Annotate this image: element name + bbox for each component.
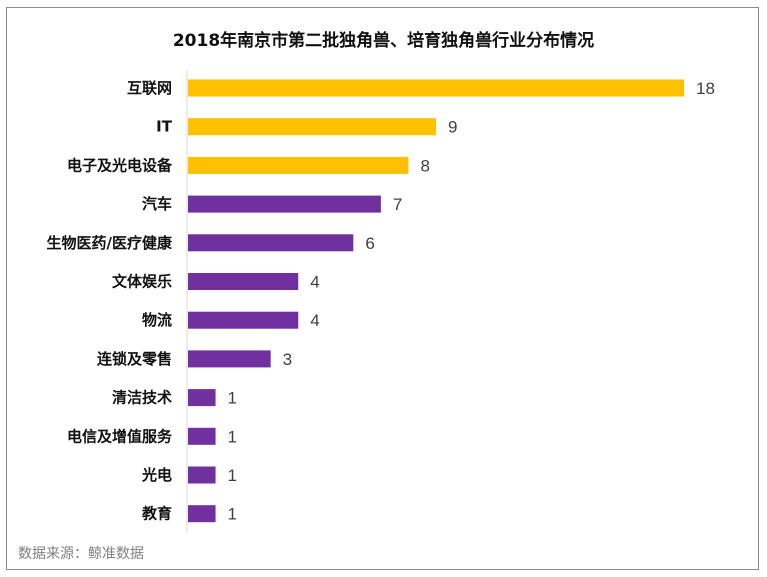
- chart-title: 2018年南京市第二批独角兽、培育独角兽行业分布情况: [172, 31, 595, 51]
- bar: [188, 118, 436, 136]
- bar: [188, 156, 409, 174]
- data-label: 8: [420, 156, 429, 175]
- data-label: 1: [228, 505, 237, 524]
- data-label: 7: [393, 195, 402, 214]
- data-label: 4: [310, 311, 319, 330]
- data-label: 1: [228, 389, 237, 408]
- bar: [188, 466, 216, 484]
- category-label: 物流: [142, 311, 172, 329]
- category-label: 文体娱乐: [112, 273, 172, 291]
- bar: [188, 350, 271, 368]
- data-label: 9: [448, 118, 457, 137]
- source-note: 数据来源：鲸准数据: [18, 546, 144, 562]
- bar: [188, 79, 684, 97]
- bar: [188, 427, 216, 445]
- bar: [188, 234, 354, 252]
- category-label: 连锁及零售: [97, 350, 172, 368]
- category-label: 汽车: [142, 195, 172, 213]
- data-label: 1: [228, 427, 237, 446]
- bar: [188, 389, 216, 407]
- bar: [188, 273, 299, 290]
- data-label: 6: [365, 234, 374, 253]
- data-label: 1: [228, 466, 237, 485]
- bar: [188, 195, 381, 213]
- bar: [188, 311, 299, 329]
- category-label: 电子及光电设备: [67, 156, 173, 174]
- chart-frame: [6, 7, 759, 570]
- category-label: 教育: [141, 505, 172, 523]
- category-label: 互联网: [127, 79, 172, 97]
- data-label: 4: [310, 273, 319, 292]
- category-label: 电信及增值服务: [67, 427, 173, 445]
- category-label: IT: [156, 118, 173, 136]
- category-label: 清洁技术: [112, 389, 172, 407]
- data-label: 3: [283, 350, 292, 369]
- bar: [188, 505, 216, 523]
- category-label: 光电: [141, 466, 172, 484]
- category-label: 生物医药/医疗健康: [47, 234, 173, 252]
- data-label: 18: [696, 79, 715, 98]
